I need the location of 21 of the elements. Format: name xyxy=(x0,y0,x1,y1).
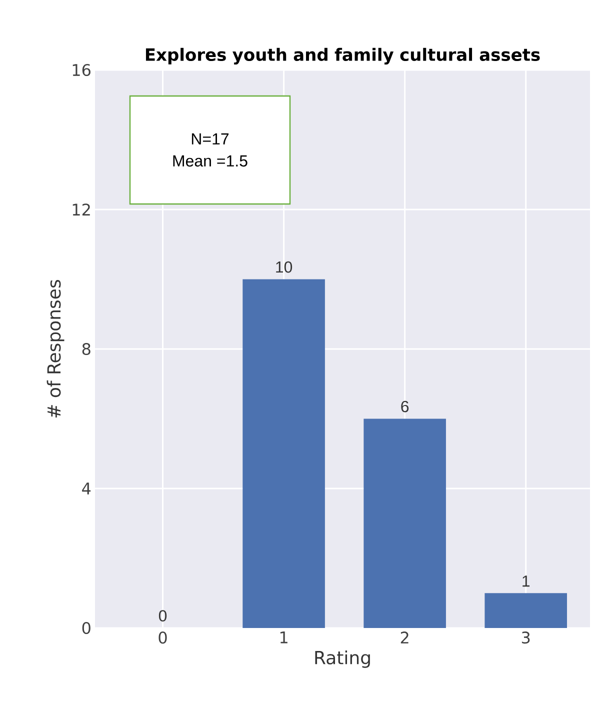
y-tick-label: 16 xyxy=(72,64,90,76)
y-axis-title: # of Responses xyxy=(46,280,64,418)
data-label: 10 xyxy=(276,261,292,273)
data-label: 0 xyxy=(158,610,167,622)
y-tick-label: 0 xyxy=(82,622,90,634)
x-tick-label: 0 xyxy=(158,632,167,644)
x-axis-title: Rating xyxy=(315,650,370,668)
bar xyxy=(484,593,567,628)
y-tick-label: 4 xyxy=(82,482,91,494)
data-label: 1 xyxy=(522,576,530,587)
x-tick-label: 2 xyxy=(400,632,408,644)
annotation: Mean =1.5 xyxy=(173,155,248,167)
data-label: 6 xyxy=(401,400,409,412)
y-tick-label: 12 xyxy=(72,204,90,216)
bar xyxy=(242,279,325,628)
x-tick-label: 1 xyxy=(280,632,288,644)
x-tick-label: 3 xyxy=(522,632,530,644)
chart-title: Explores youth and family cultural assets xyxy=(146,48,540,64)
y-tick-label: 8 xyxy=(82,342,90,356)
annotation: N=17 xyxy=(192,133,229,144)
bar xyxy=(364,418,446,628)
